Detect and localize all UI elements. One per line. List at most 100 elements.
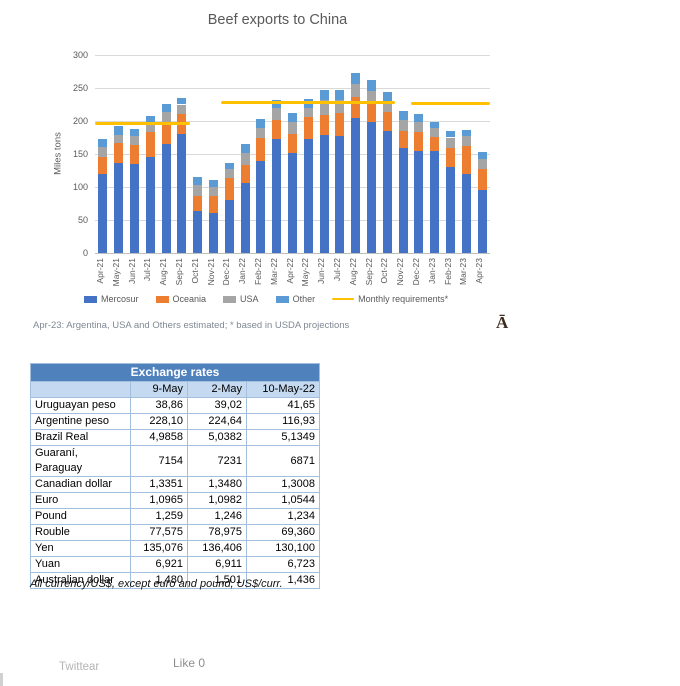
x-axis-label: Mar-23 <box>458 258 469 285</box>
rate-value: 130,100 <box>246 540 320 557</box>
bar-segment-usa <box>319 99 329 116</box>
currency-name: Euro <box>30 492 131 509</box>
bar-segment-other <box>193 177 203 185</box>
bar-segment-oceania <box>240 164 250 184</box>
bar-segment-usa <box>145 122 155 133</box>
bar-segment-mercosur <box>351 117 361 253</box>
legend-label: Oceania <box>172 294 207 304</box>
bar-segment-mercosur <box>272 139 282 253</box>
bar-segment-mercosur <box>288 152 297 253</box>
currency-name: Australian dollar <box>30 572 131 589</box>
currency-name: Guaraní, Paraguay <box>30 445 131 477</box>
bar-segment-oceania <box>461 146 471 174</box>
rate-value: 7231 <box>187 445 247 477</box>
bar-segment-other <box>114 126 124 135</box>
bar-segment-other <box>319 89 329 100</box>
bar-segment-oceania <box>114 143 124 163</box>
y-tick-label-200: 200 <box>72 116 88 126</box>
currency-name: Yuan <box>30 556 131 573</box>
rate-value: 6,911 <box>187 556 247 573</box>
bar-segment-usa <box>177 104 187 114</box>
rate-value: 41,65 <box>246 397 320 414</box>
rate-value: 1,436 <box>246 572 320 589</box>
bar-segment-mercosur <box>130 163 139 253</box>
rate-value: 1,501 <box>187 572 247 589</box>
bar-segment-oceania <box>224 177 234 200</box>
bar-segment-usa <box>367 91 376 103</box>
bar-segment-usa <box>461 136 471 147</box>
exchange-rates-table: Exchange rates 9-May 2-May 10-May-22 Urugu… <box>30 363 320 589</box>
bar-segment-usa <box>272 107 282 120</box>
bar-segment-usa <box>398 119 408 131</box>
bar-segment-usa <box>161 112 171 123</box>
table-row: Euro 1,0965 1,0982 1,0544 <box>30 492 320 509</box>
bar-segment-mercosur <box>303 139 313 253</box>
bar-segment-oceania <box>288 133 297 153</box>
bar-segment-oceania <box>145 132 155 158</box>
bar-segment-mercosur <box>240 183 250 253</box>
bar-segment-mercosur <box>114 162 124 253</box>
table-row: Guaraní, Paraguay 7154 7231 6871 <box>30 445 320 477</box>
currency-name: Canadian dollar <box>30 476 131 493</box>
bar-segment-mercosur <box>319 134 329 253</box>
bar-segment-oceania <box>351 97 361 118</box>
table-header-row: 9-May 2-May 10-May-22 <box>30 381 320 398</box>
bar-segment-other <box>398 111 408 120</box>
bar-segment-oceania <box>209 195 218 214</box>
currency-name: Uruguayan peso <box>30 397 131 414</box>
rate-value: 6,723 <box>246 556 320 573</box>
tweet-button[interactable]: Twittear <box>59 661 100 673</box>
legend-swatch-oceania <box>155 295 169 303</box>
rate-value: 1,3008 <box>246 476 320 493</box>
table-row: Yen 135,076 136,406 130,100 <box>30 540 320 557</box>
bar-segment-other <box>367 80 376 92</box>
table-row: Pound 1,259 1,246 1,234 <box>30 508 320 525</box>
bar-segment-oceania <box>130 144 139 164</box>
rate-value: 4,9858 <box>130 429 188 446</box>
table-row: Uruguayan peso 38,86 39,02 41,65 <box>30 397 320 414</box>
bar-segment-other <box>145 115 155 123</box>
column-header-empty <box>30 381 131 398</box>
rate-value: 116,93 <box>246 413 320 430</box>
bar-segment-usa <box>114 134 124 144</box>
bar-segment-oceania <box>335 113 345 136</box>
chart-title: Beef exports to China <box>207 12 348 28</box>
bar-segment-other <box>224 162 234 170</box>
bar-segment-other <box>382 91 392 102</box>
currency-name: Pound <box>30 508 131 525</box>
bar-segment-usa <box>240 152 250 165</box>
requirements-line-segment-3 <box>411 101 490 105</box>
bar-segment-other <box>177 97 187 105</box>
requirements-line-segment-2 <box>221 101 396 105</box>
table-row: Argentine peso 228,10 224,64 116,93 <box>30 413 320 430</box>
bar-segment-mercosur <box>177 134 187 253</box>
table-row: Yuan 6,921 6,911 6,723 <box>30 556 320 573</box>
bar-segment-other <box>351 72 361 85</box>
rate-value: 224,64 <box>187 413 247 430</box>
rate-value: 7154 <box>130 445 188 477</box>
bar-segment-mercosur <box>224 199 234 253</box>
bar-segment-other <box>256 119 266 129</box>
bar-segment-usa <box>256 128 266 139</box>
bar-segment-other <box>98 139 108 147</box>
bar-segment-oceania <box>272 119 282 140</box>
rate-value: 1,234 <box>246 508 320 525</box>
rate-value: 5,1349 <box>246 429 320 446</box>
legend-item-mercosur: Mercosur <box>84 294 139 304</box>
table-row: Rouble 77,575 78,975 69,360 <box>30 524 320 541</box>
table-row: Canadian dollar 1,3351 1,3480 1,3008 <box>30 476 320 493</box>
bar-segment-oceania <box>193 196 203 212</box>
legend-swatch-other <box>275 295 289 303</box>
bar-segment-oceania <box>319 115 329 135</box>
rate-value: 1,3351 <box>130 476 188 493</box>
bar-segment-oceania <box>446 148 455 168</box>
rate-value: 6,921 <box>130 556 188 573</box>
rate-value: 78,975 <box>187 524 247 541</box>
bar-segment-mercosur <box>477 189 487 253</box>
bar-segment-mercosur <box>256 160 266 253</box>
currency-name: Rouble <box>30 524 131 541</box>
bar-segment-oceania <box>256 138 266 161</box>
legend-swatch-monthly-requirements <box>332 297 355 301</box>
like-button[interactable]: Like 0 <box>173 656 206 670</box>
bar-segment-mercosur <box>145 157 155 253</box>
